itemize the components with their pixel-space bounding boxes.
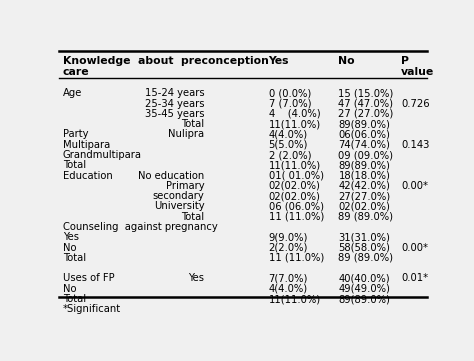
- Text: Age: Age: [63, 88, 82, 98]
- Text: 0.01*: 0.01*: [401, 274, 428, 283]
- Text: 15 (15.0%): 15 (15.0%): [338, 88, 394, 98]
- Text: 89(89.0%): 89(89.0%): [338, 294, 390, 304]
- Text: 5(5.0%): 5(5.0%): [269, 140, 308, 150]
- Text: 11(11.0%): 11(11.0%): [269, 294, 321, 304]
- Text: 11 (11.0%): 11 (11.0%): [269, 253, 324, 263]
- Text: Total: Total: [63, 253, 86, 263]
- Text: Yes: Yes: [63, 232, 79, 242]
- Text: 11(11.0%): 11(11.0%): [269, 119, 321, 129]
- Text: P
value: P value: [401, 56, 434, 77]
- Text: 89 (89.0%): 89 (89.0%): [338, 253, 393, 263]
- Text: 27 (27.0%): 27 (27.0%): [338, 109, 394, 119]
- Text: Total: Total: [181, 212, 204, 222]
- Text: 02(02.0%): 02(02.0%): [269, 191, 320, 201]
- Text: 0.00*: 0.00*: [401, 181, 428, 191]
- Text: Grandmultipara: Grandmultipara: [63, 150, 142, 160]
- Text: 11 (11.0%): 11 (11.0%): [269, 212, 324, 222]
- Text: Multipara: Multipara: [63, 140, 110, 150]
- Text: 02(02.0%): 02(02.0%): [338, 201, 390, 212]
- Text: 7 (7.0%): 7 (7.0%): [269, 99, 311, 109]
- Text: Yes: Yes: [269, 56, 289, 66]
- Text: Total: Total: [63, 160, 86, 170]
- Text: 01( 01.0%): 01( 01.0%): [269, 171, 324, 180]
- Text: 2 (2.0%): 2 (2.0%): [269, 150, 311, 160]
- Text: 02(02.0%): 02(02.0%): [269, 181, 320, 191]
- Text: 35-45 years: 35-45 years: [145, 109, 204, 119]
- Text: Primary: Primary: [166, 181, 204, 191]
- Text: No education: No education: [138, 171, 204, 180]
- Text: Party: Party: [63, 130, 89, 139]
- Text: 06 (06.0%): 06 (06.0%): [269, 201, 324, 212]
- Text: 2(2.0%): 2(2.0%): [269, 243, 308, 253]
- Text: Uses of FP: Uses of FP: [63, 274, 115, 283]
- Text: 40(40.0%): 40(40.0%): [338, 274, 390, 283]
- Text: 0 (0.0%): 0 (0.0%): [269, 88, 311, 98]
- Text: 4(4.0%): 4(4.0%): [269, 130, 308, 139]
- Text: 0.143: 0.143: [401, 140, 429, 150]
- Text: Education: Education: [63, 171, 113, 180]
- Text: No: No: [338, 56, 355, 66]
- Text: 89 (89.0%): 89 (89.0%): [338, 212, 393, 222]
- Text: Knowledge  about  preconception
care: Knowledge about preconception care: [63, 56, 269, 77]
- Text: 58(58.0%): 58(58.0%): [338, 243, 390, 253]
- Text: 11(11.0%): 11(11.0%): [269, 160, 321, 170]
- Text: 89(89.0%): 89(89.0%): [338, 160, 390, 170]
- Text: 4    (4.0%): 4 (4.0%): [269, 109, 320, 119]
- Text: Counseling  against pregnancy: Counseling against pregnancy: [63, 222, 218, 232]
- Text: No: No: [63, 243, 76, 253]
- Text: 7(7.0%): 7(7.0%): [269, 274, 308, 283]
- Text: 15-24 years: 15-24 years: [145, 88, 204, 98]
- Text: 0.00*: 0.00*: [401, 243, 428, 253]
- Text: *Significant: *Significant: [63, 304, 121, 314]
- Text: Total: Total: [181, 119, 204, 129]
- Text: 27(27.0%): 27(27.0%): [338, 191, 391, 201]
- Text: secondary: secondary: [153, 191, 204, 201]
- Text: 74(74.0%): 74(74.0%): [338, 140, 390, 150]
- Text: 06(06.0%): 06(06.0%): [338, 130, 390, 139]
- Text: 49(49.0%): 49(49.0%): [338, 284, 390, 294]
- Text: Total: Total: [63, 294, 86, 304]
- Text: Yes: Yes: [188, 274, 204, 283]
- Text: 9(9.0%): 9(9.0%): [269, 232, 308, 242]
- Text: 09 (09.0%): 09 (09.0%): [338, 150, 393, 160]
- Text: 42(42.0%): 42(42.0%): [338, 181, 390, 191]
- Text: 25-34 years: 25-34 years: [145, 99, 204, 109]
- Text: 47 (47.0%): 47 (47.0%): [338, 99, 393, 109]
- Text: University: University: [154, 201, 204, 212]
- Text: No: No: [63, 284, 76, 294]
- Text: 0.726: 0.726: [401, 99, 429, 109]
- Text: 31(31.0%): 31(31.0%): [338, 232, 390, 242]
- Text: Nulipra: Nulipra: [168, 130, 204, 139]
- Text: 4(4.0%): 4(4.0%): [269, 284, 308, 294]
- Text: 89(89.0%): 89(89.0%): [338, 119, 390, 129]
- Text: 18(18.0%): 18(18.0%): [338, 171, 390, 180]
